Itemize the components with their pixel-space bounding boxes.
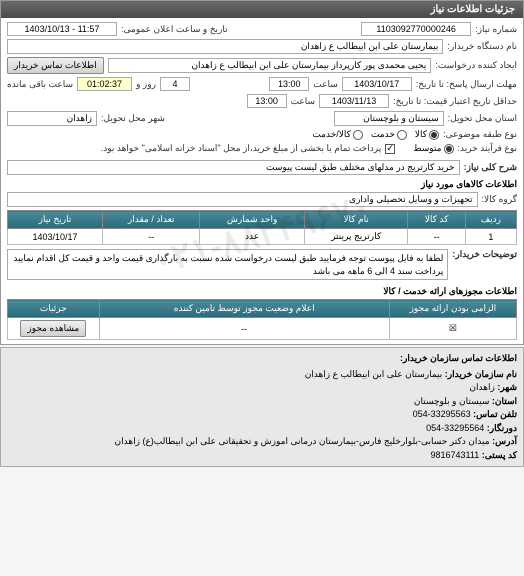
footer-contact: اطلاعات تماس سازمان خریدار: نام سازمان خ… (0, 347, 524, 467)
license-row: ☒ -- مشاهده مجوز (8, 318, 517, 340)
footer-phone-label: تلفن تماس: (473, 409, 517, 419)
buy-process-label: نوع فرآیند خرید: (458, 143, 518, 154)
days-remaining: 4 (160, 77, 190, 91)
footer-fax: 33295564-054 (426, 423, 484, 433)
goods-table: ردیف کد کالا نام کالا واحد شمارش تعداد /… (7, 210, 517, 245)
buyer-org-label: نام دستگاه خریدار: (447, 41, 517, 52)
col-name: نام کالا (304, 211, 408, 229)
radio-service[interactable] (397, 130, 407, 140)
lic-mandatory: ☒ (389, 318, 516, 340)
footer-city-label: شهر: (497, 382, 517, 392)
cell-date: 1403/10/17 (8, 229, 103, 245)
goods-section-title: اطلاعات کالاهای مورد نیاز (7, 179, 517, 190)
license-section-title: اطلاعات مجوزهای ارائه خدمت / کالا (7, 286, 517, 297)
buyer-org-value: بیمارستان علی ابن ابیطالب ع زاهدان (7, 39, 443, 54)
need-number-label: شماره نیاز: (475, 24, 517, 35)
deadline-reply-time: 13:00 (269, 77, 309, 91)
radio-service-label: خدمت (371, 129, 395, 140)
footer-post: 9816743111 (431, 450, 480, 460)
deadline-price-time-label: ساعت (291, 96, 316, 107)
col-idx: ردیف (465, 211, 516, 229)
col-unit: واحد شمارش (200, 211, 304, 229)
province-value: سیستان و بلوچستان (334, 111, 444, 126)
need-number-value: 1103092770000246 (361, 22, 471, 36)
footer-fax-label: دورنگار: (487, 423, 517, 433)
creator-value: یحیی محمدی پور کارپرداز بیمارستان علی اب… (108, 58, 432, 73)
lic-col-status: اعلام وضعیت مجوز توسط تامین کننده (99, 300, 389, 318)
radio-medium-label: متوسط (413, 143, 441, 154)
lic-col-mandatory: الزامی بودن ارائه مجوز (389, 300, 516, 318)
col-qty: تعداد / مقدار (102, 211, 199, 229)
province-label: استان محل تحویل: (448, 113, 517, 124)
subject-type-group: کالا خدمت کالا/خدمت (312, 129, 439, 140)
cell-code: -- (408, 229, 465, 245)
radio-both-label: کالا/خدمت (312, 129, 351, 140)
buyer-note-value: لطفا به فایل پیوست توجه فرمایید طبق لیست… (7, 249, 448, 280)
time-remaining: 01:02:37 (77, 77, 132, 91)
radio-medium[interactable] (444, 144, 454, 154)
cell-qty: -- (102, 229, 199, 245)
deadline-price-label: حداقل تاریخ اعتبار قیمت: تا تاریخ: (393, 96, 517, 107)
footer-prov-label: استان: (492, 396, 517, 406)
footer-prov: سیستان و بلوچستان (414, 396, 490, 406)
radio-goods[interactable] (429, 130, 439, 140)
panel-title: جزئیات اطلاعات نیاز (1, 1, 523, 18)
goods-group-label: گروه کالا: (482, 194, 517, 205)
city-label: شهر محل تحویل: (101, 113, 165, 124)
remain-label: ساعت باقی مانده (7, 79, 73, 90)
radio-both[interactable] (353, 130, 363, 140)
announce-date-value: 11:57 - 1403/10/13 (7, 22, 117, 36)
deadline-reply-date: 1403/10/17 (342, 77, 412, 91)
footer-org: بیمارستان علی ابن ابیطالب ع زاهدان (305, 369, 443, 379)
buyer-note-label: توضیحات خریدار: (452, 249, 517, 260)
deadline-price-time: 13:00 (247, 94, 287, 108)
treasury-checkbox[interactable] (385, 144, 395, 154)
table-row[interactable]: 1 -- کارتریج پرینتر عدد -- 1403/10/17 (8, 229, 517, 245)
subject-type-label: نوع طبقه موضوعی: (443, 129, 517, 140)
view-license-button[interactable]: مشاهده مجوز (20, 320, 86, 337)
cell-name: کارتریج پرینتر (304, 229, 408, 245)
announce-date-label: تاریخ و ساعت اعلان عمومی: (121, 24, 228, 35)
creator-label: ایجاد کننده درخواست: (435, 60, 517, 71)
general-title-value: خرید کارتریج در مدلهای مختلف طبق لیست پی… (7, 160, 460, 175)
footer-org-label: نام سازمان خریدار: (445, 369, 517, 379)
deadline-reply-label: مهلت ارسال پاسخ: تا تاریخ: (416, 79, 517, 90)
footer-addr-label: آدرس: (492, 436, 517, 446)
license-table: الزامی بودن ارائه مجوز اعلام وضعیت مجوز … (7, 299, 517, 340)
days-label: روز و (136, 79, 156, 90)
cell-idx: 1 (465, 229, 516, 245)
footer-addr: میدان دکتر حسابی-بلوارخلیج فارس-بیمارستا… (115, 436, 490, 446)
city-value: زاهدان (7, 111, 97, 126)
footer-phone: 33295563-054 (413, 409, 471, 419)
general-title-label: شرح کلی نیاز: (464, 162, 517, 173)
col-date: تاریخ نیاز (8, 211, 103, 229)
lic-status: -- (99, 318, 389, 340)
contact-buyer-button[interactable]: اطلاعات تماس خریدار (7, 57, 104, 74)
deadline-reply-time-label: ساعت (313, 79, 338, 90)
deadline-price-date: 1403/11/13 (319, 94, 389, 108)
radio-goods-label: کالا (415, 129, 427, 140)
goods-group-value: تجهیزات و وسایل تحصیلی واداری (7, 192, 478, 207)
main-panel: جزئیات اطلاعات نیاز شماره نیاز: 11030927… (0, 0, 524, 345)
footer-title: اطلاعات تماس سازمان خریدار: (7, 352, 517, 366)
treasury-note: پرداخت تمام یا بخشی از مبلغ خرید،از محل … (101, 143, 381, 154)
cell-unit: عدد (200, 229, 304, 245)
footer-post-label: کد پستی: (482, 450, 517, 460)
lic-col-details: جزئیات (8, 300, 100, 318)
col-code: کد کالا (408, 211, 465, 229)
footer-city: زاهدان (469, 382, 494, 392)
